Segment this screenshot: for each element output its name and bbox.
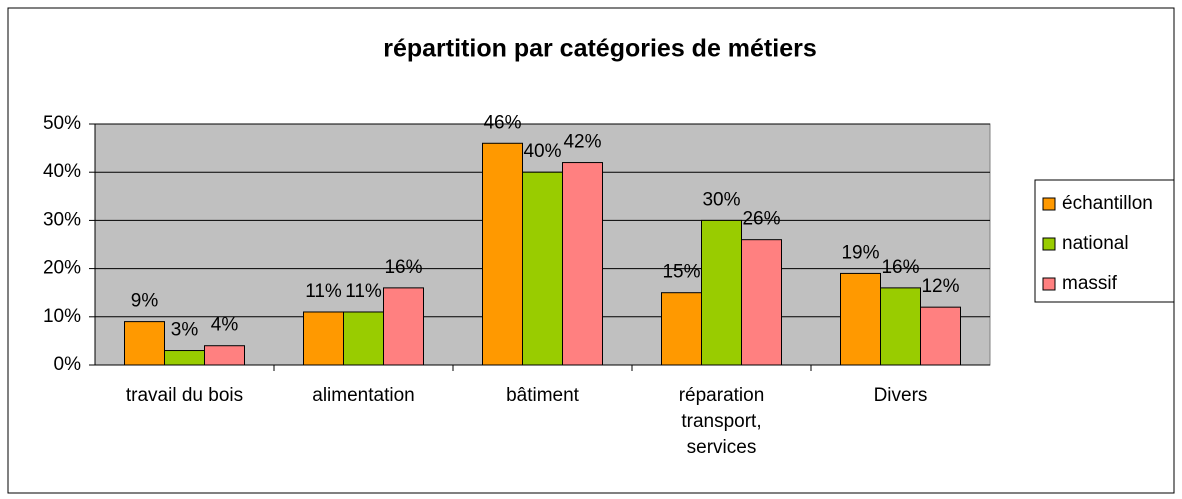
bar — [661, 292, 702, 366]
value-label: 16% — [881, 257, 919, 278]
value-label: 46% — [483, 112, 521, 133]
x-tick-label: Divers — [873, 385, 928, 406]
bar — [880, 287, 921, 366]
value-label: 11% — [345, 281, 382, 302]
x-tick-label: bâtiment — [506, 385, 579, 406]
value-label: 30% — [702, 189, 740, 210]
value-label: 42% — [563, 132, 601, 153]
legend-swatch — [1042, 237, 1056, 251]
value-label: 11% — [305, 281, 342, 302]
value-label: 12% — [921, 276, 959, 297]
bar — [840, 272, 881, 366]
legend-label: échantillon — [1062, 193, 1153, 214]
legend-label: national — [1062, 233, 1129, 254]
y-tick-label: 50% — [43, 113, 81, 134]
value-label: 26% — [742, 209, 780, 230]
x-tick-label: travail du bois — [125, 385, 244, 406]
chart-title: répartition par catégories de métiers — [383, 35, 816, 63]
bar — [383, 287, 424, 366]
value-label: 9% — [131, 291, 159, 312]
y-tick-label: 20% — [43, 258, 81, 279]
bar — [482, 142, 523, 366]
value-label: 15% — [662, 262, 700, 283]
x-tick-label: alimentation — [312, 385, 415, 406]
bar — [204, 345, 245, 366]
bar — [562, 162, 603, 366]
bar — [343, 311, 384, 366]
bar — [522, 171, 563, 366]
bar — [701, 219, 742, 366]
y-tick-label: 30% — [43, 209, 81, 230]
value-label: 16% — [384, 257, 422, 278]
bar — [741, 239, 782, 366]
bar — [920, 306, 961, 366]
legend-label: massif — [1062, 273, 1118, 294]
bar — [303, 311, 344, 366]
value-label: 19% — [841, 242, 879, 263]
y-tick-label: 40% — [43, 161, 81, 182]
y-tick-label: 10% — [43, 306, 81, 327]
x-tick-label: réparation transport, services — [678, 385, 765, 458]
bar — [124, 321, 165, 366]
legend-box — [1034, 179, 1175, 303]
bar — [164, 350, 205, 366]
value-label: 40% — [523, 141, 561, 162]
legend-swatch — [1042, 277, 1056, 291]
legend-swatch — [1042, 197, 1056, 211]
value-label: 3% — [171, 320, 199, 341]
y-tick-label: 0% — [54, 354, 82, 375]
value-label: 4% — [211, 315, 239, 336]
